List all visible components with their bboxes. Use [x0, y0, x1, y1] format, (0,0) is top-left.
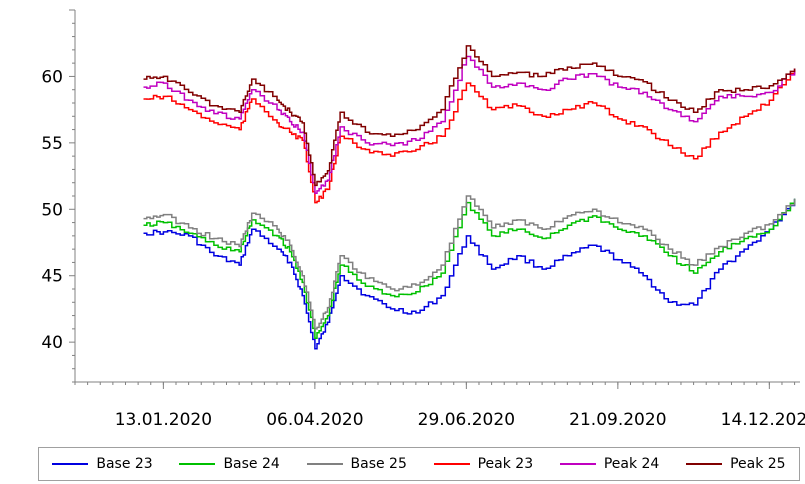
legend-swatch [179, 463, 216, 465]
legend-label: Base 24 [223, 456, 280, 472]
series-layer [143, 45, 796, 350]
series-line-peak-24 [143, 55, 796, 195]
y-tick-label: 50 [41, 200, 63, 220]
series-line-peak-25 [143, 45, 796, 187]
legend-item: Base 25 [306, 456, 407, 472]
y-tick-label: 40 [41, 333, 63, 353]
legend-label: Peak 24 [603, 456, 660, 472]
legend-swatch [433, 463, 470, 465]
x-tick-label: 14.12.2020 [721, 410, 805, 430]
y-tick-label: 55 [41, 134, 63, 154]
x-tick-label: 06.04.2020 [266, 410, 363, 430]
series-line-base-23 [143, 198, 796, 350]
legend-label: Peak 23 [477, 456, 534, 472]
legend-item: Base 23 [52, 456, 153, 472]
legend-item: Peak 24 [559, 456, 660, 472]
x-tick-label: 21.09.2020 [569, 410, 666, 430]
legend-label: Base 23 [96, 456, 153, 472]
legend-swatch [306, 463, 343, 465]
legend-swatch [52, 463, 89, 465]
x-axis-ticks: 13.01.2020 06.04.2020 29.06.2020 21.09.2020… [74, 382, 805, 430]
legend-swatch [686, 463, 723, 465]
legend-item: Base 24 [179, 456, 280, 472]
y-axis-ticks: 40 45 50 55 60 [41, 9, 75, 383]
series-line-peak-23 [143, 68, 796, 204]
legend-item: Peak 23 [433, 456, 534, 472]
legend: Base 23 Base 24 Base 25 Peak 23 Peak 24 Peak … [38, 447, 800, 481]
y-tick-label: 45 [41, 267, 63, 287]
legend-label: Peak 25 [730, 456, 786, 472]
y-tick-label: 60 [41, 67, 63, 87]
x-tick-label: 29.06.2020 [418, 410, 515, 430]
x-tick-label: 13.01.2020 [115, 410, 212, 430]
legend-swatch [559, 463, 596, 465]
line-chart: 40 45 50 55 60 13.01.2020 06.04.2020 29.06.202… [41, 9, 805, 430]
series-line-base-24 [143, 198, 796, 339]
legend-item: Peak 25 [686, 456, 786, 472]
legend-label: Base 25 [350, 456, 407, 472]
series-line-base-25 [143, 195, 796, 330]
